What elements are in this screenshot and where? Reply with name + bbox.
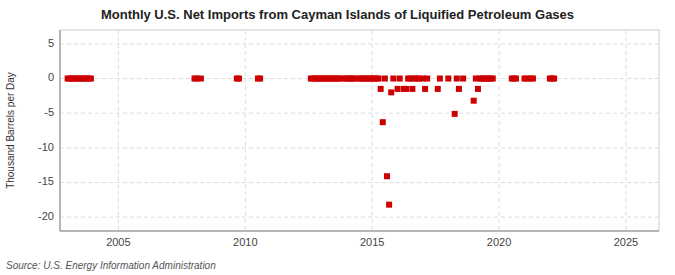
point bbox=[390, 76, 396, 82]
y-grid-line bbox=[60, 217, 659, 218]
point bbox=[236, 76, 242, 82]
plot-frame bbox=[60, 30, 659, 231]
point bbox=[513, 76, 519, 82]
x-grid-line bbox=[118, 30, 119, 231]
point bbox=[422, 86, 428, 92]
points bbox=[65, 76, 557, 208]
point bbox=[257, 76, 263, 82]
point bbox=[409, 86, 415, 92]
point bbox=[386, 202, 392, 208]
x-grid-line bbox=[245, 30, 246, 231]
y-tick-label: -20 bbox=[38, 210, 54, 222]
point bbox=[397, 76, 403, 82]
y-tick-label: 5 bbox=[48, 37, 54, 49]
point bbox=[424, 76, 430, 82]
y-tick-label: -10 bbox=[38, 141, 54, 153]
axes: 5 0 -5 -10 -15 -20 2005 2010 2015 2020 2025 bbox=[38, 30, 659, 248]
y-grid-line bbox=[60, 182, 659, 183]
y-tick-label: -5 bbox=[44, 106, 54, 118]
grid bbox=[60, 30, 659, 231]
point bbox=[88, 76, 94, 82]
title: Monthly U.S. Net Imports from Cayman Isl… bbox=[101, 7, 574, 22]
x-tick-label: 2010 bbox=[233, 236, 257, 248]
point bbox=[437, 76, 443, 82]
point bbox=[490, 76, 496, 82]
y-grid-line bbox=[60, 113, 659, 114]
point bbox=[530, 76, 536, 82]
y-axis-label: Thousand Barrels per Day bbox=[5, 72, 16, 189]
chart: 5 0 -5 -10 -15 -20 2005 2010 2015 2020 2025 Monthly… bbox=[0, 0, 675, 275]
point bbox=[551, 76, 557, 82]
point bbox=[388, 89, 394, 95]
point bbox=[454, 76, 460, 82]
x-tick-label: 2025 bbox=[614, 236, 638, 248]
x-tick-label: 2015 bbox=[360, 236, 384, 248]
point bbox=[395, 86, 401, 92]
point bbox=[198, 76, 204, 82]
x-grid-line bbox=[626, 30, 627, 231]
y-tick-label: -15 bbox=[38, 175, 54, 187]
point bbox=[382, 76, 388, 82]
y-grid-line bbox=[60, 147, 659, 148]
y-tick-label: 0 bbox=[48, 71, 54, 83]
x-axis-line bbox=[60, 231, 659, 232]
point bbox=[384, 173, 390, 179]
point bbox=[403, 86, 409, 92]
point bbox=[445, 76, 451, 82]
point bbox=[376, 76, 382, 82]
y-grid-line bbox=[60, 43, 659, 44]
point bbox=[456, 86, 462, 92]
point bbox=[378, 86, 384, 92]
source-annotation: Source: U.S. Energy Information Administ… bbox=[6, 260, 216, 271]
x-tick-label: 2020 bbox=[487, 236, 511, 248]
point bbox=[435, 86, 441, 92]
x-grid-line bbox=[499, 30, 500, 231]
x-grid-line bbox=[372, 30, 373, 231]
point bbox=[380, 119, 386, 125]
point bbox=[452, 111, 458, 117]
x-tick-label: 2005 bbox=[106, 236, 130, 248]
point bbox=[475, 86, 481, 92]
y-axis-line bbox=[60, 30, 61, 231]
point bbox=[460, 76, 466, 82]
point bbox=[471, 98, 477, 104]
